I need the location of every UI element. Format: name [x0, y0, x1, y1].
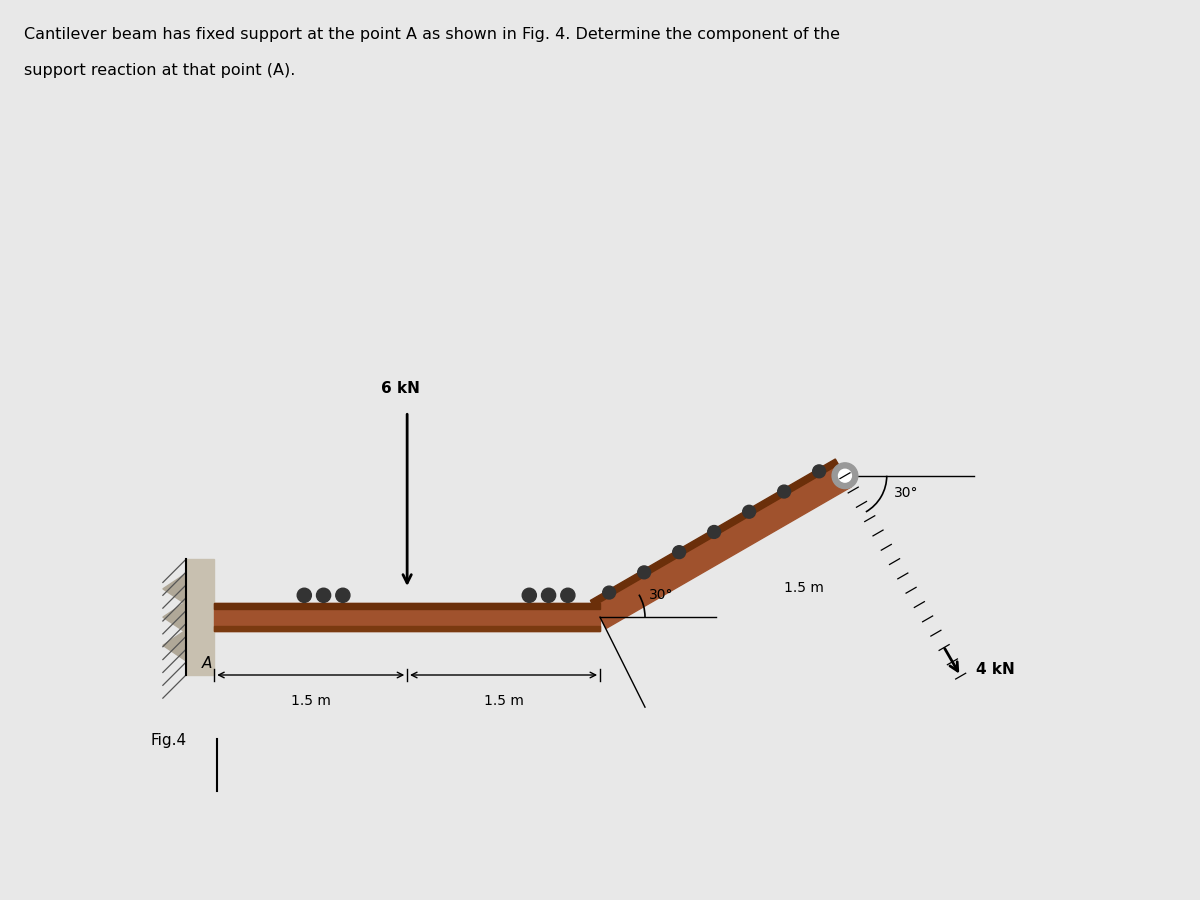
- Circle shape: [812, 465, 826, 478]
- Polygon shape: [590, 459, 839, 606]
- Polygon shape: [163, 573, 186, 604]
- Circle shape: [832, 463, 858, 489]
- Circle shape: [839, 469, 851, 482]
- Text: A: A: [202, 656, 211, 670]
- Text: Fig.4: Fig.4: [150, 733, 186, 748]
- Polygon shape: [163, 630, 186, 661]
- Circle shape: [317, 589, 331, 602]
- Polygon shape: [594, 464, 851, 628]
- Circle shape: [637, 566, 650, 579]
- Circle shape: [673, 545, 685, 559]
- Circle shape: [541, 589, 556, 602]
- Text: 6 kN: 6 kN: [382, 381, 420, 396]
- Circle shape: [743, 505, 756, 518]
- Text: 30°: 30°: [894, 486, 918, 500]
- Bar: [215, 603, 600, 631]
- Bar: [186, 559, 215, 675]
- Circle shape: [336, 589, 350, 602]
- Text: 1.5 m: 1.5 m: [290, 694, 331, 708]
- Text: 4 kN: 4 kN: [976, 662, 1015, 677]
- Circle shape: [708, 526, 720, 538]
- Text: 1.5 m: 1.5 m: [484, 694, 523, 708]
- Circle shape: [602, 586, 616, 599]
- Bar: [215, 603, 600, 608]
- Circle shape: [778, 485, 791, 498]
- Circle shape: [522, 589, 536, 602]
- Bar: [215, 626, 600, 631]
- Text: support reaction at that point (A).: support reaction at that point (A).: [24, 63, 295, 78]
- Circle shape: [298, 589, 311, 602]
- Text: 30°: 30°: [649, 588, 673, 602]
- Circle shape: [560, 589, 575, 602]
- Polygon shape: [163, 602, 186, 633]
- Text: 1.5 m: 1.5 m: [784, 580, 823, 595]
- Text: Cantilever beam has fixed support at the point A as shown in Fig. 4. Determine t: Cantilever beam has fixed support at the…: [24, 27, 840, 42]
